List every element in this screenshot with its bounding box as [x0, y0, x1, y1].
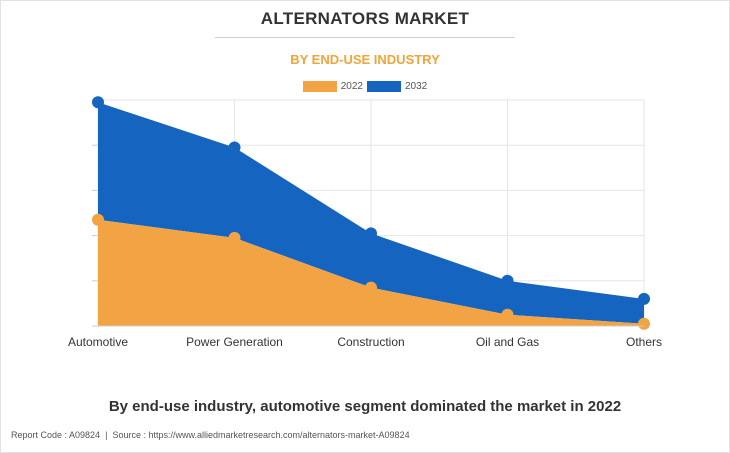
report-code: Report Code : A09824	[11, 430, 101, 440]
footer: Report Code : A09824 | Source : https://…	[11, 430, 410, 440]
source-text: Source : https://www.alliedmarketresearc…	[112, 430, 410, 440]
chart-caption: By end-use industry, automotive segment …	[108, 398, 622, 415]
legend-swatch-2032	[367, 80, 401, 92]
x-tick-label: Oil and Gas	[476, 335, 539, 349]
area-2022	[98, 219, 644, 326]
x-tick-label: Construction	[337, 335, 404, 349]
x-tick-label: Power Generation	[186, 335, 283, 349]
chart-subtitle: BY END-USE INDUSTRY	[290, 52, 440, 67]
point-2022	[92, 213, 104, 226]
legend-item-2032[interactable]: 2032	[367, 80, 428, 92]
legend-label-2032: 2032	[405, 80, 428, 92]
point-2022	[228, 231, 241, 244]
point-2032	[365, 227, 377, 240]
legend-label-2022: 2022	[340, 80, 363, 92]
x-tick-label: Others	[626, 335, 662, 349]
legend[interactable]: 2022 2032	[0, 79, 730, 93]
legend-swatch-2022	[302, 80, 337, 92]
point-2022	[638, 317, 650, 330]
area-2032	[98, 102, 644, 324]
point-2022	[501, 308, 514, 321]
point-2032	[638, 292, 650, 305]
footer-separator: |	[105, 430, 108, 440]
legend-item-2022[interactable]: 2022	[302, 80, 363, 92]
x-tick-label: Automotive	[68, 335, 128, 349]
point-2022	[365, 281, 377, 294]
point-2032	[228, 141, 241, 154]
chart-title: ALTERNATORS MARKET	[260, 9, 470, 28]
point-2032	[501, 274, 514, 287]
title-divider	[215, 37, 515, 38]
point-2032	[92, 96, 104, 109]
